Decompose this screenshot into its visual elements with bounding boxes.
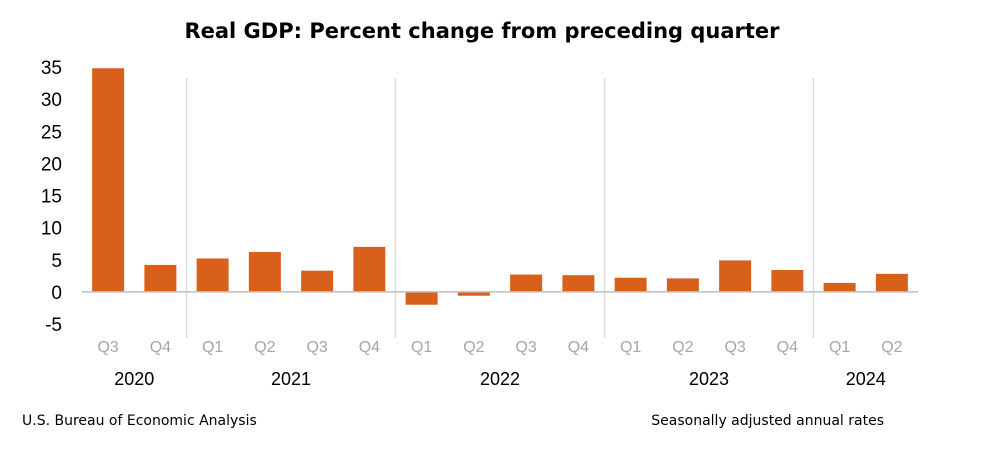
y-tick-label: 10 — [41, 219, 62, 240]
bar-3 — [248, 252, 281, 292]
quarter-tick-label: Q3 — [306, 339, 327, 356]
quarter-tick-label: Q3 — [515, 339, 536, 356]
source-note: U.S. Bureau of Economic Analysis — [22, 413, 257, 429]
quarter-tick-label: Q4 — [150, 339, 171, 356]
chart-title: Real GDP: Percent change from preceding … — [184, 19, 780, 43]
quarter-tick-label: Q3 — [97, 339, 118, 356]
y-tick-label: 30 — [41, 90, 62, 111]
y-tick-label: 25 — [41, 122, 62, 143]
bar-9 — [562, 275, 595, 292]
year-separators — [185, 78, 815, 338]
year-label: 2021 — [271, 369, 311, 389]
y-tick-label: 15 — [41, 187, 62, 208]
y-tick-label: 35 — [41, 58, 62, 79]
y-axis-ticks: 35 30 25 20 15 10 5 0 -5 — [41, 58, 62, 336]
quarter-tick-label: Q1 — [411, 339, 432, 356]
bar-5 — [353, 246, 386, 292]
bar-12 — [719, 260, 752, 292]
quarter-tick-label: Q4 — [359, 339, 380, 356]
y-tick-label: 5 — [51, 251, 62, 272]
y-tick-label: -5 — [45, 315, 62, 336]
bar-14 — [823, 282, 856, 292]
seasonal-note: Seasonally adjusted annual rates — [651, 413, 884, 429]
x-axis-quarter-ticks: Q3 Q4 Q1 Q2 Q3 Q4 Q1 Q2 Q3 Q4 Q1 Q2 Q3 Q4 Q1 Q2 — [97, 339, 902, 356]
quarter-tick-label: Q1 — [620, 339, 641, 356]
quarter-tick-label: Q1 — [829, 339, 850, 356]
quarter-tick-label: Q2 — [672, 339, 693, 356]
x-axis-year-labels: 2020 2021 2022 2023 2024 — [114, 369, 886, 389]
quarter-tick-label: Q2 — [463, 339, 484, 356]
y-tick-label: 0 — [51, 283, 62, 304]
quarter-tick-label: Q3 — [724, 339, 745, 356]
quarter-tick-label: Q4 — [777, 339, 798, 356]
quarter-tick-label: Q2 — [254, 339, 275, 356]
quarter-tick-label: Q2 — [881, 339, 902, 356]
bar-11 — [666, 278, 699, 292]
bar-0 — [92, 68, 125, 292]
year-label: 2024 — [846, 369, 886, 389]
y-tick-label: 20 — [41, 154, 62, 175]
bar-8 — [510, 274, 543, 292]
bar-15 — [875, 273, 908, 292]
bar-4 — [301, 270, 334, 292]
bars — [92, 68, 908, 305]
bar-10 — [614, 277, 647, 292]
bar-1 — [144, 264, 177, 292]
quarter-tick-label: Q1 — [202, 339, 223, 356]
year-label: 2022 — [480, 369, 520, 389]
bar-2 — [196, 258, 229, 292]
quarter-tick-label: Q4 — [568, 339, 589, 356]
year-label: 2020 — [114, 369, 154, 389]
bar-13 — [771, 270, 804, 292]
bar-6 — [405, 291, 438, 305]
bar-7 — [457, 291, 490, 296]
year-label: 2023 — [689, 369, 729, 389]
